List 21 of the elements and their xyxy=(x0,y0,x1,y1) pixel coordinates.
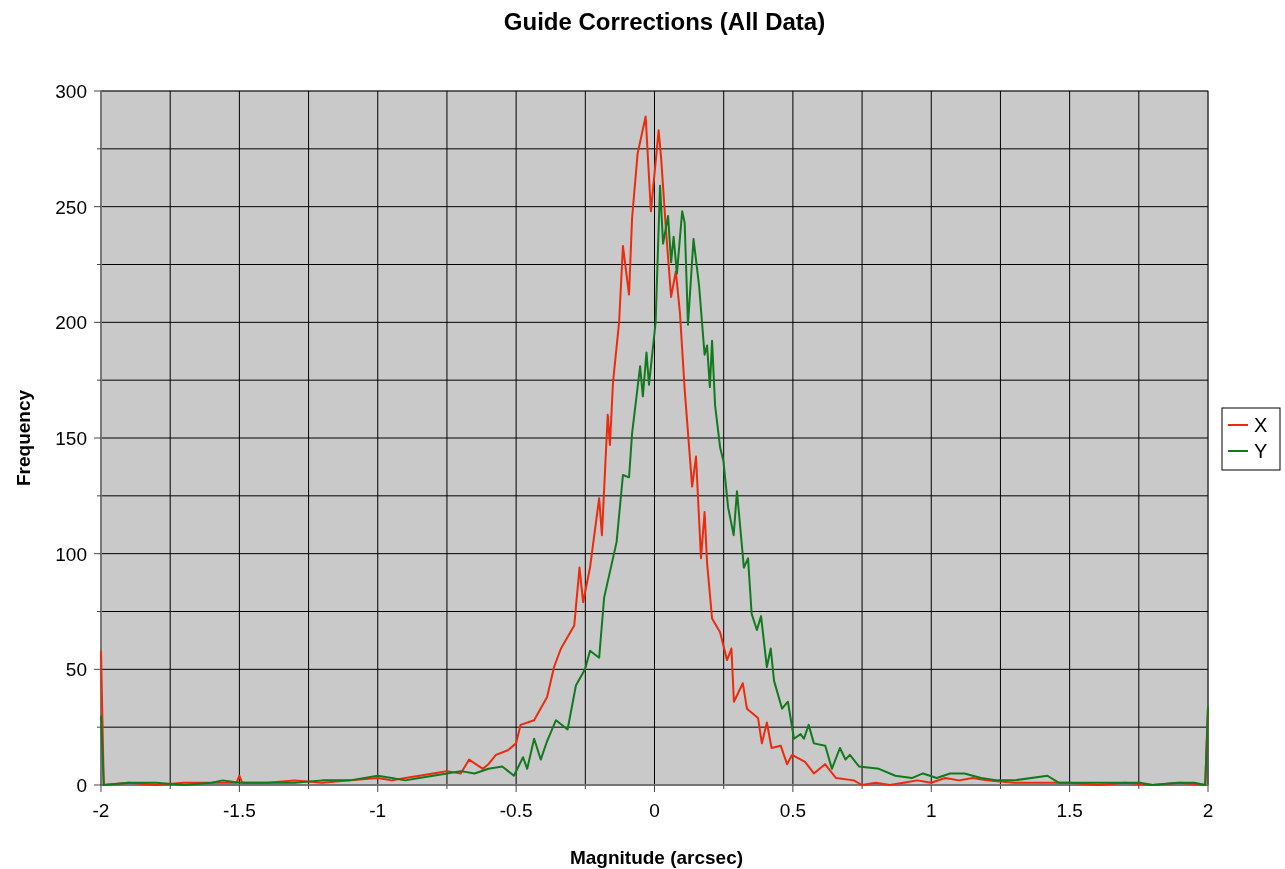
y-tick-label: 250 xyxy=(55,196,87,218)
x-tick-label: 0 xyxy=(649,800,660,821)
x-tick-label: -1 xyxy=(369,800,387,821)
y-tick-label: 300 xyxy=(55,81,87,102)
y-tick-label: 100 xyxy=(55,543,87,565)
x-tick-label: -2 xyxy=(92,800,110,821)
x-tick-label: -0.5 xyxy=(499,800,533,821)
y-tick-label: 200 xyxy=(55,312,87,334)
y-tick-label: 0 xyxy=(76,775,87,796)
x-axis-title: Magnitude (arcsec) xyxy=(569,847,744,868)
y-axis-title: Frequency xyxy=(13,389,34,487)
legend-label: X xyxy=(1254,414,1268,436)
x-tick-label: 0.5 xyxy=(779,800,807,821)
x-tick-label: 1.5 xyxy=(1056,800,1083,821)
x-tick-label: 2 xyxy=(1202,800,1214,821)
y-tick-label: 150 xyxy=(55,428,87,449)
chart-title: Guide Corrections (All Data) xyxy=(503,8,826,35)
legend-label: Y xyxy=(1254,440,1268,462)
y-tick-label: 50 xyxy=(65,659,87,681)
x-tick-label: 1 xyxy=(925,800,937,821)
x-tick-label: -1.5 xyxy=(223,800,256,821)
